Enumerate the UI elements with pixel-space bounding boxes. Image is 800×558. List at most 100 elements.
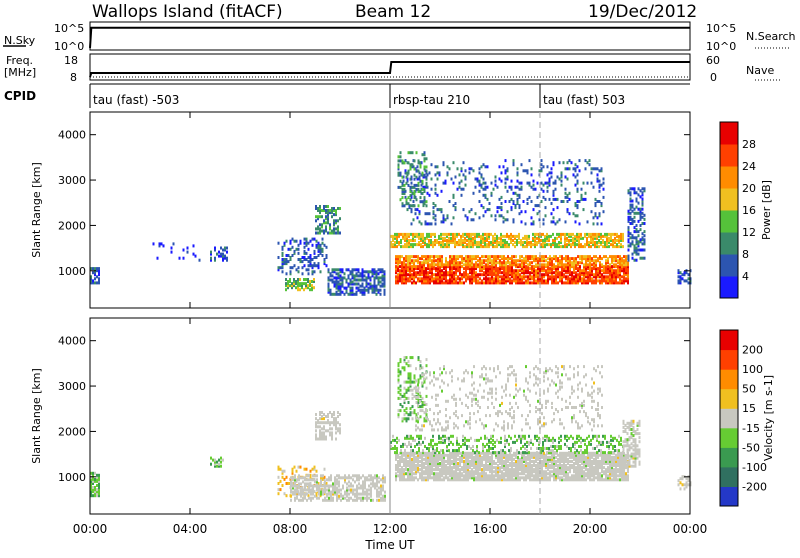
heatmap-cell xyxy=(519,194,521,197)
heatmap-cell xyxy=(545,279,547,282)
heatmap-cell xyxy=(505,186,507,189)
heatmap-cell xyxy=(491,182,493,185)
heatmap-cell xyxy=(479,216,481,219)
heatmap-cell xyxy=(302,260,304,263)
heatmap-cell xyxy=(400,198,402,201)
heatmap-cell xyxy=(422,233,424,236)
heatmap-cell xyxy=(356,272,358,275)
heatmap-cell xyxy=(348,489,350,492)
heatmap-cell xyxy=(628,244,630,247)
heatmap-cell xyxy=(428,239,430,242)
colorbar-tick-label: 16 xyxy=(742,204,756,217)
heatmap-cell xyxy=(678,275,680,278)
heatmap-cell xyxy=(435,263,437,266)
heatmap-cell xyxy=(599,184,601,187)
heatmap-cell xyxy=(308,268,310,271)
heatmap-cell xyxy=(378,499,380,502)
heatmap-cell xyxy=(567,178,569,181)
heatmap-cell xyxy=(364,476,366,479)
heatmap-cell xyxy=(315,227,317,230)
heatmap-cell xyxy=(282,470,284,473)
heatmap-cell xyxy=(218,463,220,466)
heatmap-cell xyxy=(605,259,607,262)
heatmap-cell xyxy=(586,233,588,236)
heatmap-cell xyxy=(392,243,394,246)
heatmap-cell xyxy=(372,285,374,288)
heatmap-cell xyxy=(322,499,324,502)
heatmap-cell xyxy=(593,222,595,225)
heatmap-cell xyxy=(325,436,327,439)
heatmap-cell xyxy=(630,191,632,194)
heatmap-cell xyxy=(579,255,581,258)
heatmap-cell xyxy=(583,182,585,185)
heatmap-cell xyxy=(505,261,507,264)
heatmap-cell xyxy=(422,245,424,248)
heatmap-cell xyxy=(565,255,567,258)
heatmap-cell xyxy=(576,233,578,236)
heatmap-cell xyxy=(323,230,325,233)
beam-label: Beam 12 xyxy=(355,2,431,22)
heatmap-cell xyxy=(445,218,447,221)
heatmap-cell xyxy=(549,171,551,174)
heatmap-cell xyxy=(317,232,319,235)
heatmap-cell xyxy=(449,478,451,481)
heatmap-cell xyxy=(335,219,337,222)
heatmap-cell xyxy=(366,289,368,292)
heatmap-cell xyxy=(526,235,528,238)
heatmap-cell xyxy=(412,204,414,207)
heatmap-cell xyxy=(555,265,557,268)
heatmap-cell xyxy=(312,485,314,488)
heatmap-cell xyxy=(334,281,336,284)
heatmap-cell xyxy=(187,251,189,254)
heatmap-cell xyxy=(529,255,531,258)
heatmap-cell xyxy=(577,267,579,270)
heatmap-cell xyxy=(529,159,531,162)
heatmap-cell xyxy=(424,166,426,169)
heatmap-cell xyxy=(634,259,636,262)
heatmap-cell xyxy=(323,205,325,208)
heatmap-cell xyxy=(92,271,94,274)
heatmap-cell xyxy=(597,267,599,270)
heatmap-cell xyxy=(433,472,435,475)
heatmap-cell xyxy=(382,495,384,498)
heatmap-cell xyxy=(551,176,553,179)
heatmap-cell xyxy=(446,233,448,236)
colorbar-swatch xyxy=(720,232,738,255)
heatmap-cell xyxy=(331,421,333,424)
heatmap-cell xyxy=(406,182,408,185)
heatmap-cell xyxy=(413,452,415,455)
heatmap-cell xyxy=(487,208,489,211)
heatmap-cell xyxy=(473,192,475,195)
heatmap-cell xyxy=(424,151,426,154)
heatmap-cell xyxy=(346,487,348,490)
heatmap-cell xyxy=(559,271,561,274)
colorbar-tick-label: 20 xyxy=(742,182,756,195)
heatmap-cell xyxy=(410,194,412,197)
heatmap-cell xyxy=(481,259,483,262)
heatmap-cell xyxy=(545,269,547,272)
heatmap-cell xyxy=(563,161,565,164)
heatmap-cell xyxy=(398,241,400,244)
heatmap-cell xyxy=(285,288,287,291)
heatmap-cell xyxy=(96,488,98,491)
heatmap-cell xyxy=(308,260,310,263)
heatmap-cell xyxy=(333,411,335,414)
heatmap-cell xyxy=(453,452,455,455)
heatmap-cell xyxy=(487,474,489,477)
heatmap-cell xyxy=(431,222,433,225)
heatmap-cell xyxy=(503,216,505,219)
heatmap-cell xyxy=(491,214,493,217)
heatmap-cell xyxy=(561,464,563,467)
heatmap-cell xyxy=(513,192,515,195)
heatmap-cell xyxy=(593,167,595,170)
heatmap-cell xyxy=(531,255,533,258)
heatmap-cell xyxy=(399,265,401,268)
heatmap-cell xyxy=(372,499,374,502)
heatmap-cell xyxy=(519,458,521,461)
heatmap-cell xyxy=(348,493,350,496)
heatmap-cell xyxy=(92,267,94,270)
heatmap-cell xyxy=(461,466,463,469)
heatmap-cell xyxy=(591,267,593,270)
heatmap-cell xyxy=(295,280,297,283)
